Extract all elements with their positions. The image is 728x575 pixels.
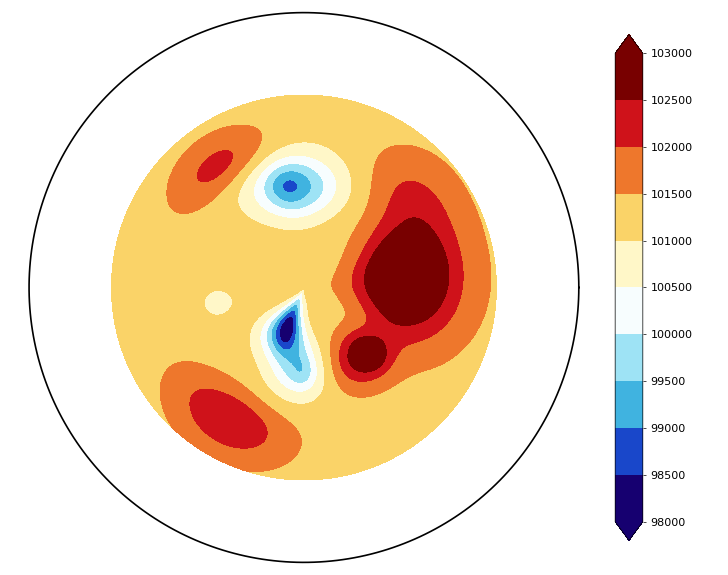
PathPatch shape xyxy=(615,522,643,540)
PathPatch shape xyxy=(615,34,643,53)
